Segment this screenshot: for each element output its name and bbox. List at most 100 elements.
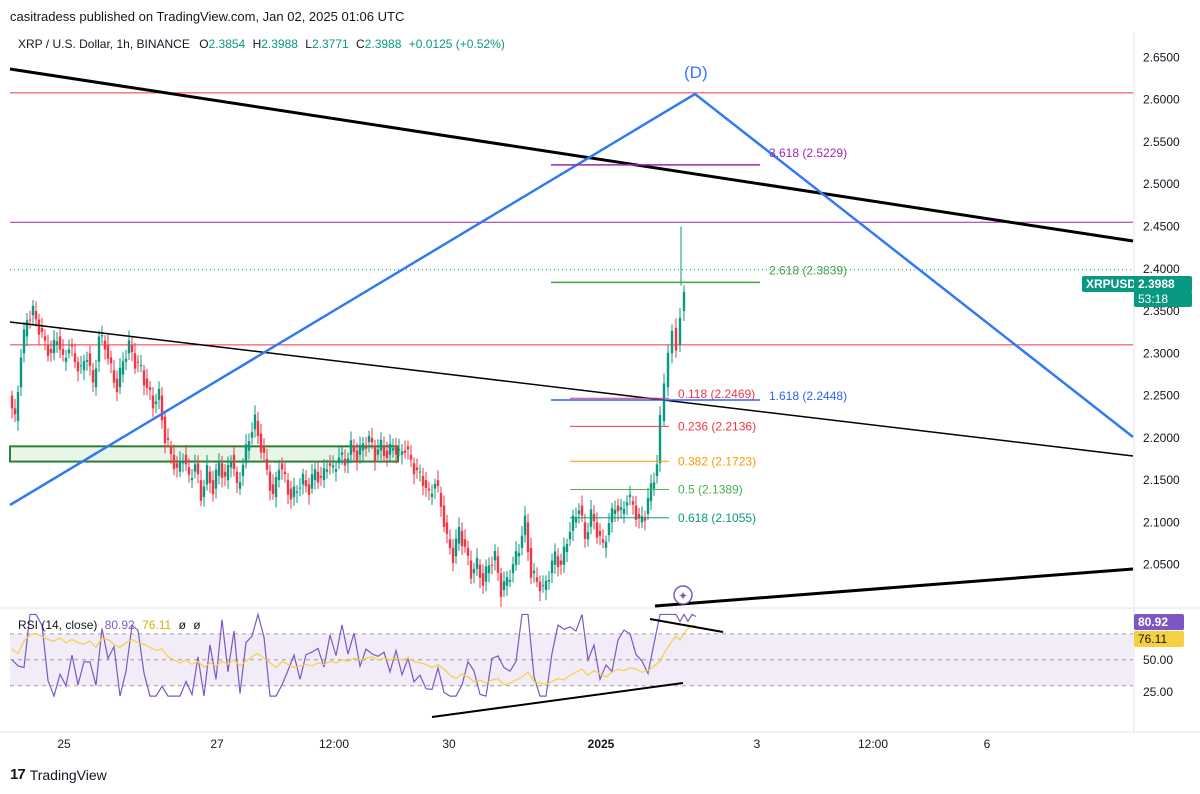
candle-body: [666, 352, 670, 388]
candle-body: [73, 353, 77, 362]
candle-body: [106, 344, 110, 359]
candle-body: [283, 471, 287, 475]
candle-body: [88, 353, 92, 367]
candle-body: [460, 530, 464, 547]
candle-body: [601, 539, 605, 543]
candle-body: [34, 311, 38, 320]
y-tick-label: 2.4500: [1143, 219, 1180, 233]
candle-body: [466, 547, 470, 556]
candle-body: [187, 467, 191, 475]
candle-body: [424, 480, 428, 489]
candle-body: [22, 329, 26, 354]
candle-body: [145, 378, 149, 388]
candle-body: [526, 522, 530, 553]
candle-body: [247, 441, 251, 451]
rsi-ma-value: 76.11: [142, 618, 172, 632]
candle-body: [205, 465, 209, 485]
price-tag-countdown: 53:18: [1134, 291, 1192, 307]
candle-body: [583, 522, 587, 540]
candle-body: [337, 457, 341, 464]
candle-body: [313, 469, 317, 481]
rsi-label[interactable]: RSI (14, close): [18, 618, 98, 632]
candle-body: [61, 349, 65, 356]
candle-body: [415, 467, 419, 471]
candle-body: [397, 448, 401, 451]
candle-body: [289, 488, 293, 500]
x-tick-label: 12:00: [858, 737, 888, 751]
candle-body: [118, 367, 122, 388]
tradingview-logo[interactable]: 17 TradingView: [10, 766, 107, 783]
candle-body: [121, 361, 125, 375]
rsi-ma-line: [11, 624, 697, 686]
candle-body: [604, 541, 608, 548]
middle-trend-line: [9, 321, 1134, 457]
candle-body: [475, 558, 479, 569]
fib-extension-label: 3.618 (2.5229): [769, 146, 847, 160]
candle-body: [517, 552, 521, 557]
fib-retracement-label: 0.118 (2.2469): [678, 387, 755, 401]
candle-body: [631, 501, 635, 505]
candle-body: [637, 513, 641, 519]
rsi-legend: RSI (14, close) 80.92 76.11 ø ø: [18, 618, 201, 632]
symbol-label[interactable]: XRP / U.S. Dollar, 1h, BINANCE: [18, 37, 190, 51]
candle-body: [529, 547, 533, 578]
candle-body: [643, 518, 647, 521]
candle-body: [238, 482, 242, 489]
x-tick-label: 2025: [588, 737, 615, 751]
candle-body: [505, 577, 509, 586]
fib-retracement-label: 0.382 (2.1723): [678, 454, 756, 468]
tradingview-logo-icon: 17: [10, 766, 26, 783]
candle-body: [208, 471, 212, 484]
footer-bar: 17 TradingView: [0, 760, 1200, 794]
candle-body: [13, 408, 17, 415]
rsi-tick-label: 25.00: [1143, 685, 1173, 699]
candle-body: [295, 491, 299, 493]
candle-body: [91, 370, 95, 383]
y-tick-label: 2.1500: [1143, 473, 1180, 487]
candle-body: [322, 468, 326, 481]
candle-body: [226, 465, 230, 481]
candle-body: [190, 478, 194, 481]
candle-body: [298, 487, 302, 489]
candle-body: [181, 461, 185, 464]
candle-body: [262, 446, 266, 453]
candle-body: [520, 535, 524, 548]
candle-body: [439, 492, 443, 507]
candle-body: [271, 484, 275, 494]
candle-body: [310, 474, 314, 489]
candle-body: [640, 516, 644, 523]
candle-body: [28, 319, 32, 321]
candle-body: [625, 502, 629, 506]
y-tick-label: 2.6000: [1143, 93, 1180, 107]
candle-body: [457, 526, 461, 544]
candle-body: [394, 446, 398, 455]
candle-body: [115, 378, 119, 393]
candle-body: [292, 486, 296, 498]
candle-body: [406, 446, 410, 450]
candle-body: [64, 357, 68, 362]
candle-body: [682, 291, 686, 312]
support-zone-box: [9, 445, 399, 463]
x-tick-label: 3: [754, 737, 761, 751]
candle-body: [346, 458, 350, 464]
candle-body: [568, 531, 572, 540]
candle-body: [202, 486, 206, 498]
x-tick-label: 6: [984, 737, 991, 751]
candle-body: [421, 475, 425, 486]
candle-body: [502, 581, 506, 591]
candle-body: [274, 477, 278, 498]
candle-body: [100, 335, 104, 337]
candle-body: [448, 539, 452, 549]
candle-body: [571, 515, 575, 531]
candle-body: [166, 437, 170, 440]
y-tick-label: 2.0500: [1143, 558, 1180, 572]
candle-body: [514, 551, 518, 565]
candle-body: [662, 383, 666, 421]
publisher-text: casitradess published on TradingView.com…: [10, 9, 405, 24]
candle-body: [214, 469, 218, 489]
candle-body: [112, 370, 116, 383]
candle-body: [379, 439, 383, 451]
candle-body: [85, 360, 89, 362]
candle-body: [19, 357, 23, 388]
